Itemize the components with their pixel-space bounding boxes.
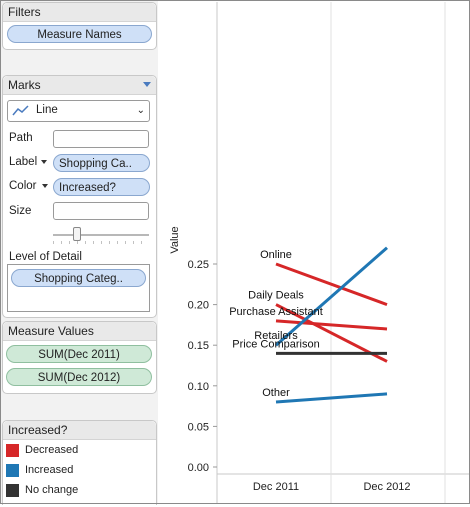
size-slider-ticks <box>53 241 149 244</box>
series-label: Other <box>262 387 290 399</box>
size-slider-handle[interactable] <box>73 227 81 241</box>
y-tick-label: 0.20 <box>188 300 209 312</box>
line-mark-icon <box>12 105 29 116</box>
legend-swatch-no-change <box>6 484 19 497</box>
legend-label-increased: Increased <box>25 464 74 476</box>
series-label: Daily Deals <box>248 290 304 302</box>
marks-title: Marks <box>3 76 156 95</box>
chevron-down-icon: ⌄ <box>136 105 145 116</box>
color-shelf-label[interactable]: Color <box>9 180 37 192</box>
level-of-detail-area[interactable]: Shopping Categ.. <box>7 264 150 312</box>
x-tick-label: Dec 2011 <box>253 481 299 493</box>
slope-chart: 0.00 0.05 0.10 0.15 0.20 0.25 Value Dec 2011 Dec… <box>169 2 470 504</box>
y-tick-label: 0.10 <box>188 381 209 393</box>
series-line[interactable] <box>275 319 388 331</box>
color-dropdown-icon[interactable] <box>42 184 48 188</box>
size-slider-track[interactable] <box>53 234 149 236</box>
y-tick-label: 0.00 <box>188 462 209 474</box>
legend-swatch-decreased <box>6 444 19 457</box>
marks-card: Marks Line ⌄ Path Label Shopping Ca.. Co… <box>2 75 157 318</box>
level-of-detail-label: Level of Detail <box>9 251 82 263</box>
color-pill[interactable]: Increased? <box>53 178 150 196</box>
path-drop-field[interactable] <box>53 130 149 148</box>
level-of-detail-pill[interactable]: Shopping Categ.. <box>11 269 146 287</box>
series-label: Price Comparison <box>232 338 319 350</box>
chart-area: 0.00 0.05 0.10 0.15 0.20 0.25 Value Dec 2011 Dec… <box>159 0 470 504</box>
path-label: Path <box>9 132 33 144</box>
series-label: Retailers <box>254 330 298 342</box>
legend-label-decreased: Decreased <box>25 444 79 456</box>
measure-values-card: Measure Values SUM(Dec 2011) SUM(Dec 201… <box>2 321 157 394</box>
mark-type-select[interactable]: Line ⌄ <box>7 100 150 122</box>
left-panel: Filters Measure Names Marks Line ⌄ Path … <box>0 0 158 505</box>
y-tick-label: 0.05 <box>188 421 209 433</box>
label-pill[interactable]: Shopping Ca.. <box>53 154 150 172</box>
series-label: Online <box>260 249 292 261</box>
marks-menu-arrow-icon[interactable] <box>143 82 151 87</box>
label-shelf-label[interactable]: Label <box>9 156 38 168</box>
filters-card: Filters Measure Names <box>2 2 157 50</box>
measure-value-pill-dec-2011[interactable]: SUM(Dec 2011) <box>6 345 152 363</box>
y-tick-label: 0.15 <box>188 340 209 352</box>
legend-title: Increased? <box>3 421 156 440</box>
filters-title: Filters <box>3 3 156 22</box>
legend-swatch-increased <box>6 464 19 477</box>
x-tick-label: Dec 2012 <box>363 481 410 493</box>
series-line[interactable] <box>275 246 388 347</box>
y-tick-label: 0.25 <box>188 259 209 271</box>
label-dropdown-icon[interactable] <box>41 160 47 164</box>
legend-label-no-change: No change <box>25 484 79 496</box>
filter-pill-measure-names[interactable]: Measure Names <box>7 25 152 43</box>
measure-values-title: Measure Values <box>3 322 156 341</box>
series-label: Purchase Assistant <box>229 306 323 318</box>
color-legend-card: Increased? Decreased Increased No change <box>2 420 157 505</box>
series-line[interactable] <box>275 392 388 404</box>
y-axis-title: Value <box>169 226 181 253</box>
series-line[interactable] <box>275 262 388 307</box>
mark-type-label: Line <box>36 104 58 116</box>
size-label: Size <box>9 205 32 217</box>
size-drop-field[interactable] <box>53 202 149 220</box>
measure-value-pill-dec-2012[interactable]: SUM(Dec 2012) <box>6 368 152 386</box>
